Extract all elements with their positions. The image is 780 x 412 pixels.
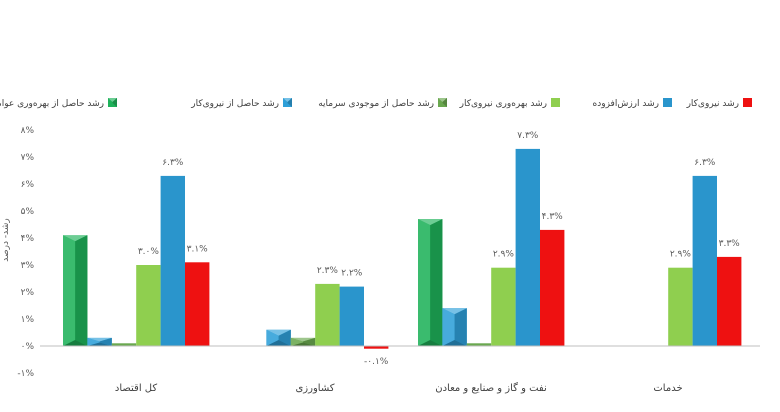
legend-label: رشد نیروی‌کار bbox=[686, 99, 739, 109]
legend-item: رشد بهره‌وری نیروی‌کار bbox=[459, 98, 560, 109]
bar-1-2 bbox=[442, 308, 467, 346]
category-label: کشاورزی bbox=[295, 383, 334, 394]
category-label: نفت و گاز و صنایع و معادن bbox=[435, 382, 547, 394]
y-tick-label: ۱% bbox=[21, 315, 35, 325]
legend-item: رشد حاصل از بهره‌وری عوامل تولید bbox=[0, 98, 117, 109]
y-tick-label: ۰% bbox=[21, 342, 35, 352]
y-tick-label: ۴% bbox=[21, 234, 35, 244]
bar-1-1 bbox=[266, 329, 291, 346]
data-label: ۳.۰% bbox=[138, 247, 160, 257]
data-label: ۲.۹% bbox=[493, 250, 515, 260]
data-label: -۰.۱% bbox=[364, 357, 389, 367]
bar-5-2 bbox=[540, 229, 565, 346]
legend-swatch bbox=[743, 98, 752, 107]
data-labels: ۳.۰% ۲.۳% ۲.۹% ۲.۹% ۶.۳% ۲.۲% ۷.۳% ۶.۳% ۳.۱% -۰.۱… bbox=[138, 131, 740, 367]
y-axis-label: رشد- درصد bbox=[1, 218, 11, 261]
bars bbox=[63, 148, 742, 349]
category-labels: کل اقتصاد کشاورزی نفت و گاز و صنایع و معاد… bbox=[115, 382, 682, 394]
bar-2-1 bbox=[290, 337, 316, 346]
bar-3-2 bbox=[491, 267, 516, 346]
data-label: ۲.۹% bbox=[670, 250, 692, 260]
y-tick-label: ۳% bbox=[21, 261, 35, 271]
data-label: ۳.۳% bbox=[719, 239, 741, 249]
bar-4-0 bbox=[160, 175, 185, 346]
bar-4-1 bbox=[339, 286, 364, 346]
data-label: ۴.۳% bbox=[542, 212, 564, 222]
legend-label: رشد بهره‌وری نیروی‌کار bbox=[459, 99, 547, 109]
y-tick-label: ۲% bbox=[21, 288, 35, 298]
data-label: ۲.۲% bbox=[341, 269, 363, 279]
category-label: کل اقتصاد bbox=[115, 383, 158, 394]
bar-2-2 bbox=[466, 343, 492, 346]
y-tick-label: ۶% bbox=[21, 180, 35, 190]
legend-item: رشد حاصل از نیروی‌کار bbox=[190, 98, 292, 109]
legend-swatch bbox=[551, 98, 560, 107]
bar-1-0 bbox=[87, 337, 112, 346]
bar-3-0 bbox=[136, 265, 161, 346]
y-tick-label: ۵% bbox=[21, 207, 35, 217]
category-label: خدمات bbox=[653, 383, 682, 394]
bar-3-1 bbox=[315, 283, 340, 346]
legend-swatch bbox=[283, 98, 292, 107]
bar-5-0 bbox=[185, 262, 210, 346]
legend-label: رشد ارزش‌افزوده bbox=[593, 99, 660, 109]
legend-label: رشد حاصل از موجودی سرمایه bbox=[318, 99, 434, 109]
bar-4-3 bbox=[692, 175, 717, 346]
legend-item: رشد ارزش‌افزوده bbox=[593, 98, 672, 109]
y-tick-label: ۸% bbox=[21, 126, 35, 136]
legend-item: رشد نیروی‌کار bbox=[686, 98, 752, 109]
data-label: ۶.۳% bbox=[162, 158, 184, 168]
bar-2-0 bbox=[111, 343, 137, 346]
y-tick-label: -۱% bbox=[17, 369, 34, 379]
data-label: ۲.۳% bbox=[317, 266, 339, 276]
legend-swatch bbox=[108, 98, 117, 107]
bar-3-3 bbox=[668, 267, 693, 346]
legend-swatch bbox=[438, 98, 447, 107]
legend-item: رشد حاصل از موجودی سرمایه bbox=[318, 98, 447, 109]
data-label: ۶.۳% bbox=[694, 158, 716, 168]
bar-5-1 bbox=[364, 346, 389, 349]
legend: رشد حاصل از بهره‌وری عوامل تولید رشد حاصل… bbox=[0, 98, 752, 109]
data-label: ۳.۱% bbox=[187, 244, 209, 254]
legend-label: رشد حاصل از بهره‌وری عوامل تولید bbox=[0, 99, 104, 109]
legend-label: رشد حاصل از نیروی‌کار bbox=[190, 99, 279, 109]
y-axis-ticks: -۱% ۰% ۱% ۲% ۳% ۴% ۵% ۶% ۷% ۸% bbox=[17, 126, 34, 379]
bar-0-2 bbox=[418, 219, 443, 346]
data-label: ۷.۳% bbox=[517, 131, 539, 141]
bar-4-2 bbox=[515, 148, 540, 346]
y-tick-label: ۷% bbox=[21, 153, 35, 163]
legend-swatch bbox=[663, 98, 672, 107]
bar-5-3 bbox=[717, 256, 742, 346]
bar-0-0 bbox=[63, 235, 88, 346]
